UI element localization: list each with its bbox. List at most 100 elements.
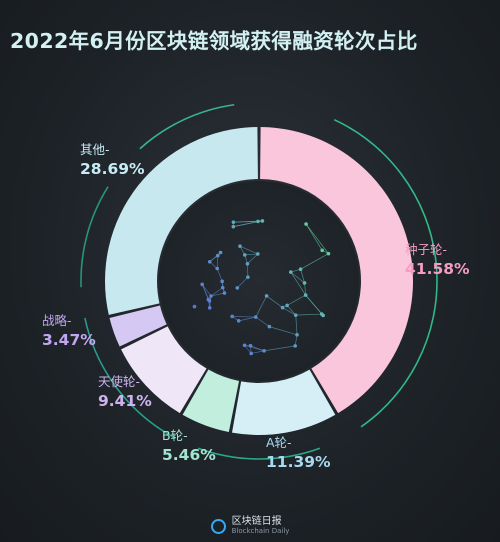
network-node [302, 281, 307, 285]
decorative-arc [139, 103, 235, 150]
network-node [246, 275, 250, 279]
network-link [216, 255, 219, 269]
network-node [231, 220, 236, 224]
network-node [207, 259, 212, 264]
network-link [266, 295, 283, 308]
network-node [303, 293, 308, 297]
network-link [305, 223, 329, 254]
network-node [236, 319, 241, 323]
network-node [295, 333, 299, 337]
network-link [237, 276, 249, 289]
network-link [269, 326, 298, 336]
network-node [222, 291, 227, 295]
network-node [207, 306, 212, 310]
decorative-outer-arcs [80, 103, 438, 460]
slice-label-value: 28.69% [80, 160, 145, 178]
network-node [253, 315, 258, 319]
network-link [232, 316, 256, 318]
network-link [210, 292, 225, 297]
network-link [201, 284, 212, 297]
slice-label-value: 3.47% [42, 331, 96, 349]
network-node [242, 343, 247, 348]
network-node [207, 299, 212, 303]
network-node [298, 267, 303, 272]
network-node [255, 252, 260, 256]
network-node [245, 261, 250, 266]
pie-slice [121, 326, 207, 414]
decorative-arc [80, 186, 109, 288]
network-node [267, 324, 272, 329]
network-node [235, 286, 240, 290]
network-link [251, 350, 265, 354]
decorative-arc [197, 447, 321, 460]
slice-label-name: B轮- [162, 428, 188, 443]
network-node [209, 294, 213, 298]
network-node [280, 305, 285, 310]
network-link [255, 316, 270, 327]
network-link [250, 345, 265, 352]
network-node [238, 244, 242, 248]
donut-hole [159, 181, 359, 381]
decorative-arc [333, 118, 438, 428]
network-node [288, 270, 293, 274]
slice-label-name: 种子轮- [405, 242, 447, 257]
slice-label-value: 5.46% [162, 446, 216, 464]
network-link [239, 245, 258, 255]
network-link [286, 294, 306, 306]
network-link [233, 221, 259, 227]
footer-brand-en: Blockchain Daily [231, 526, 290, 535]
network-node [260, 219, 265, 223]
network-node [262, 349, 266, 353]
network-node [256, 219, 260, 224]
network-link [255, 295, 267, 318]
network-node [326, 251, 331, 256]
network-node [293, 344, 297, 348]
footer: 区块链日报 Blockchain Daily [0, 510, 500, 542]
network-link [238, 316, 256, 322]
network-link [290, 271, 305, 284]
network-link [295, 315, 298, 335]
slice-labels: 种子轮- 41.58% A轮- 11.39% B轮- 5.46% 天使轮- 9.41% 战略- 3… [42, 142, 470, 471]
pie-slice [260, 127, 414, 414]
network-link [290, 271, 306, 296]
network-node [320, 248, 324, 253]
network-node [242, 253, 247, 257]
network-link [286, 305, 297, 316]
page-title: 2022年6月份区块链领域获得融资轮次占比 [10, 29, 418, 53]
decorative-arc [84, 317, 176, 439]
pie-slice [182, 369, 240, 433]
slice-label-name: 战略- [42, 313, 72, 328]
network-node [192, 304, 197, 309]
network-node [321, 313, 325, 318]
network-globe-icon [192, 219, 331, 356]
slice-label-name: 其他- [80, 142, 110, 157]
network-link [305, 294, 324, 316]
network-node [285, 303, 289, 308]
slice-label-value: 9.41% [98, 392, 152, 410]
network-link [305, 223, 323, 251]
network-link [233, 221, 259, 223]
network-node [293, 313, 298, 317]
network-node [304, 222, 308, 226]
brand-logo-icon [210, 518, 226, 534]
pie-slice [104, 127, 258, 315]
network-node [215, 253, 220, 258]
network-link [294, 334, 298, 346]
network-link [300, 253, 329, 270]
network-link [300, 269, 305, 284]
network-link [304, 282, 306, 296]
network-node [220, 279, 224, 284]
network-node [249, 351, 254, 356]
network-node [231, 224, 236, 229]
network-node [248, 343, 253, 348]
network-link [210, 287, 223, 297]
footer-brand-cn: 区块链日报 [231, 516, 282, 528]
network-node [215, 266, 220, 271]
slice-label-name: A轮- [266, 435, 292, 450]
slice-label-value: 11.39% [266, 453, 331, 471]
network-link [216, 268, 223, 282]
network-link [247, 253, 259, 265]
network-link [295, 313, 322, 316]
network-node [220, 285, 225, 290]
